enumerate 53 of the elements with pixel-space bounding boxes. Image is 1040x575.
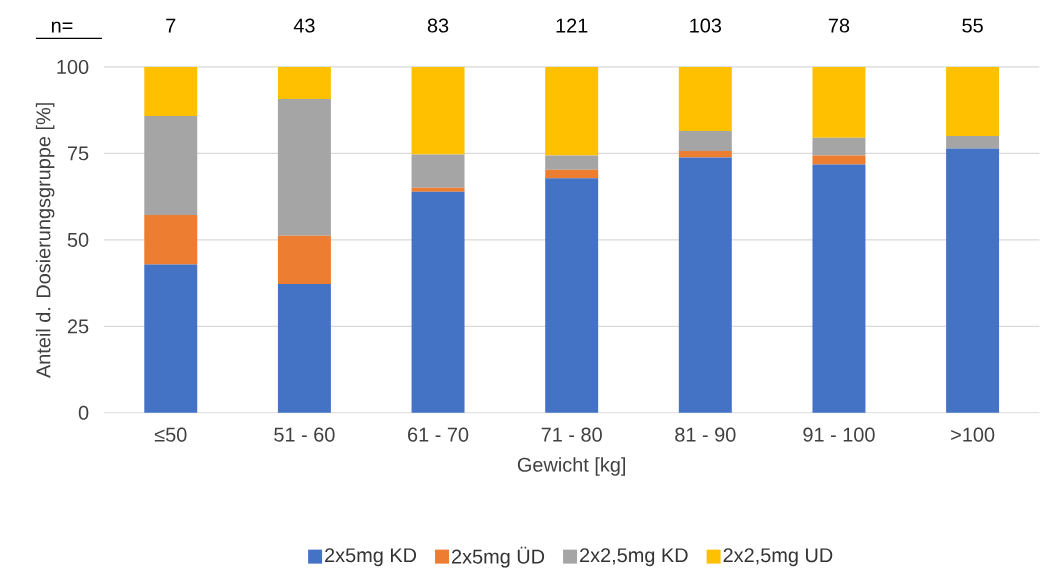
bar — [678, 157, 732, 413]
bar — [144, 264, 198, 413]
x-tick-label: 91 - 100 — [803, 427, 875, 442]
legend-label: 2x5mg ÜD — [452, 546, 545, 568]
bar — [812, 138, 866, 156]
text: 121 — [556, 18, 588, 33]
x-tick-label: ≤50 — [154, 427, 187, 442]
y-tick-label: 75 — [67, 146, 89, 161]
bar — [144, 67, 198, 117]
bar — [946, 136, 1000, 149]
text: 43 — [293, 18, 315, 33]
legend-label: 2x2,5mg KD — [580, 548, 688, 567]
x-tick-label: 71 - 80 — [541, 427, 602, 442]
y-tick-label: 0 — [78, 405, 89, 420]
bar — [678, 67, 732, 132]
y-tick-label: 50 — [67, 232, 89, 248]
bar — [812, 67, 866, 138]
bar — [678, 131, 732, 152]
bar — [545, 155, 599, 170]
x-tick-label: 51 - 60 — [274, 427, 335, 442]
bar — [144, 116, 198, 216]
bar — [678, 151, 732, 158]
bar — [277, 99, 331, 236]
text: 103 — [690, 18, 722, 33]
bar — [277, 284, 331, 413]
y-axis-title: Anteil d. Dosierungsgruppe [%] — [35, 103, 55, 379]
bar — [277, 67, 331, 100]
legend-label: 2x2,5mg UD — [723, 548, 833, 567]
bar — [545, 178, 599, 413]
bar — [812, 164, 866, 413]
text: 55 — [962, 18, 983, 33]
x-tick-label: 61 - 70 — [408, 427, 469, 442]
bar — [946, 148, 1000, 413]
bar — [277, 235, 331, 285]
x-tick-label: >100 — [951, 427, 995, 442]
text: 7 — [166, 18, 176, 33]
text: n= — [51, 21, 73, 33]
bar — [144, 215, 198, 265]
bar — [411, 154, 465, 188]
text: 83 — [427, 18, 449, 33]
x-tick-label: 81 - 90 — [675, 427, 736, 442]
bar — [812, 155, 866, 165]
y-tick-label: 25 — [67, 319, 89, 334]
y-tick-label: 100 — [57, 60, 89, 75]
bar — [411, 67, 465, 155]
bar — [545, 169, 599, 179]
bar — [946, 67, 1000, 137]
text: 78 — [828, 18, 850, 33]
bar — [411, 187, 465, 192]
x-axis-title: Gewicht [kg] — [517, 457, 626, 476]
bar — [545, 67, 599, 156]
legend-label: 2x5mg KD — [325, 548, 417, 567]
bar — [411, 191, 465, 413]
